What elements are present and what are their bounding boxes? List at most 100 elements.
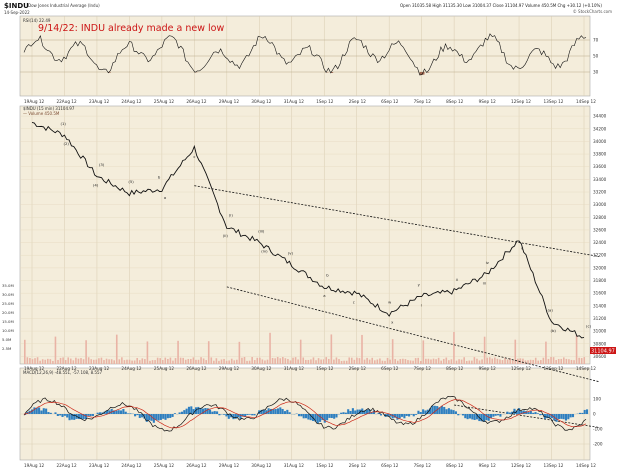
macd-histogram-bar [529, 410, 532, 414]
x-tick-label: 29Aug 12 [219, 366, 240, 371]
macd-histogram-bar [468, 414, 472, 419]
price-tick-label: 31800 [593, 278, 607, 283]
x-tick-label: 7Sep 12 [414, 366, 432, 371]
macd-histogram-bar [225, 414, 228, 417]
macd-histogram-bar [288, 412, 291, 414]
macd-histogram-bar [393, 414, 397, 418]
volume-bar [320, 359, 322, 364]
macd-histogram-bar [363, 410, 366, 414]
wave-label: (3) [99, 162, 105, 167]
volume-bar [402, 358, 404, 364]
volume-bar [207, 341, 210, 364]
macd-histogram-bar [494, 414, 497, 416]
rsi-tick-label: 70 [593, 38, 599, 43]
macd-histogram-bar [187, 406, 191, 414]
macd-histogram-bar [351, 408, 354, 414]
volume-bar [62, 357, 64, 364]
volume-bar [317, 358, 320, 364]
price-tick-label: 33600 [593, 164, 607, 169]
volume-tick-label: 35.0M [2, 283, 14, 288]
macd-histogram-bar [129, 413, 132, 414]
volume-bar [327, 358, 330, 364]
volume-bar [243, 357, 246, 364]
volume-bar [427, 358, 430, 364]
volume-bar [26, 357, 29, 364]
price-tick-label: 33800 [593, 152, 607, 157]
macd-histogram-bar [405, 414, 408, 416]
macd-histogram-bar [237, 414, 240, 418]
volume-bar [128, 359, 131, 364]
watermark: © StockCharts.com [573, 9, 612, 14]
wave-label: a [164, 195, 166, 200]
macd-histogram-bar [68, 414, 71, 421]
macd-histogram-bar [262, 409, 265, 414]
macd-histogram-bar [82, 414, 85, 420]
x-tick-label: 31Aug 12 [284, 99, 305, 104]
volume-bar [560, 358, 563, 364]
volume-bar [192, 357, 195, 364]
macd-histogram-bar [323, 414, 326, 423]
volume-bar [430, 359, 432, 364]
rsi-tick-label: 50 [593, 54, 599, 59]
macd-histogram-bar [218, 414, 221, 416]
volume-bar [213, 360, 215, 364]
volume-bar [253, 360, 256, 364]
volume-bar [161, 360, 164, 364]
macd-histogram-bar [89, 414, 92, 417]
macd-histogram-bar [211, 411, 214, 414]
macd-histogram-bar [356, 409, 359, 414]
volume-bar [251, 357, 253, 364]
macd-histogram-bar [316, 414, 319, 424]
price-tick-label: 32600 [593, 227, 607, 232]
volume-bar [46, 358, 49, 364]
macd-histogram-bar [447, 408, 450, 414]
macd-histogram-bar [61, 414, 64, 417]
volume-bar [379, 358, 381, 364]
wave-label: v [521, 246, 524, 251]
macd-histogram-bar [251, 414, 254, 416]
volume-bar [506, 359, 509, 364]
macd-histogram-bar [244, 414, 247, 417]
volume-bar [540, 360, 542, 364]
macd-histogram-bar [91, 414, 95, 416]
volume-bar [453, 332, 455, 364]
volume-bar [501, 360, 504, 364]
price-tick-label: 33200 [593, 190, 607, 195]
volume-bar [356, 357, 358, 364]
volume-bar [141, 358, 144, 364]
volume-bar [315, 360, 317, 364]
macd-histogram-bar [274, 409, 277, 414]
macd-histogram-bar [87, 414, 90, 416]
macd-histogram-bar [59, 414, 62, 416]
macd-histogram-bar [417, 410, 420, 414]
macd-histogram-bar [31, 409, 34, 414]
volume-bar [573, 360, 575, 364]
wave-label: x [391, 320, 394, 325]
x-tick-label: 26Aug 12 [186, 366, 207, 371]
macd-histogram-bar [232, 414, 235, 420]
volume-bar [80, 358, 82, 364]
volume-bar [123, 360, 126, 364]
volume-bar [200, 357, 202, 364]
volume-bar [575, 335, 578, 364]
volume-bar [179, 357, 182, 364]
macd-histogram-bar [536, 413, 539, 414]
macd-histogram-bar [424, 410, 427, 414]
volume-bar [156, 357, 159, 364]
macd-histogram-bar [511, 411, 514, 414]
macd-histogram-bar [440, 405, 443, 414]
price-tick-label: 33400 [593, 177, 607, 182]
volume-bar [366, 357, 368, 364]
volume-bar [414, 358, 417, 364]
macd-label: MACD(12,26,9) -48.551, -57.108, 8.557 [23, 370, 103, 375]
macd-histogram-bar [185, 408, 188, 414]
volume-bar [407, 360, 409, 364]
macd-histogram-bar [162, 414, 165, 419]
wave-label: (iii) [258, 228, 265, 233]
macd-histogram-bar [515, 410, 518, 414]
macd-histogram-bar [66, 414, 69, 418]
rsi-oversold-fill [426, 72, 430, 73]
volume-bar [568, 359, 570, 364]
rsi-oversold-fill [419, 72, 423, 75]
volume-bar [555, 360, 557, 364]
